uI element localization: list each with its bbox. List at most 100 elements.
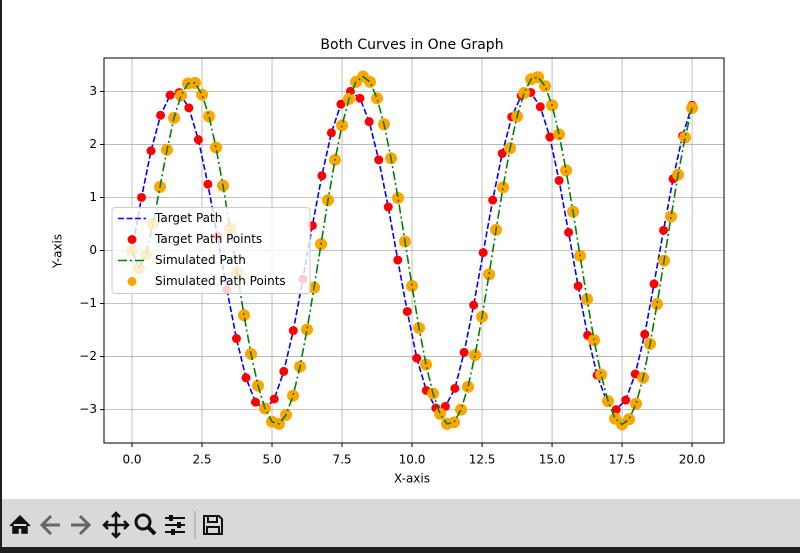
legend-swatch xyxy=(127,277,137,286)
series-line xyxy=(131,75,693,426)
data-point xyxy=(317,171,327,181)
x-tick-label: 12.5 xyxy=(469,453,496,467)
data-point xyxy=(326,128,336,138)
chart: Both Curves in One Graph X-axis Y-axis 0… xyxy=(51,37,725,486)
data-point xyxy=(402,306,412,316)
legend-label: Simulated Path xyxy=(155,253,246,267)
data-point xyxy=(623,413,636,426)
x-axis-label: X-axis xyxy=(394,472,430,486)
slider-knob xyxy=(171,529,175,535)
data-point xyxy=(553,128,566,141)
chart-title: Both Curves in One Graph xyxy=(320,37,503,53)
data-point xyxy=(184,103,194,113)
data-point xyxy=(573,281,583,291)
data-point xyxy=(478,248,488,258)
y-tick-label: 1 xyxy=(89,190,97,204)
legend-label: Target Path xyxy=(154,211,222,225)
data-point xyxy=(455,403,468,416)
data-point xyxy=(301,323,314,336)
x-tick-label: 2.5 xyxy=(192,453,211,467)
y-tick-label: −3 xyxy=(79,402,97,416)
data-point xyxy=(665,210,678,223)
zoom-handle xyxy=(146,525,157,536)
data-point xyxy=(560,164,573,177)
data-point xyxy=(196,88,209,101)
data-point xyxy=(611,405,621,415)
data-point xyxy=(469,348,482,361)
data-point xyxy=(448,416,461,429)
data-point xyxy=(364,117,374,127)
zoom-button[interactable] xyxy=(134,513,152,531)
x-tick-label: 15.0 xyxy=(539,453,566,467)
legend-box xyxy=(111,207,311,294)
legend-swatch xyxy=(127,235,137,244)
legend-label: Target Path Points xyxy=(154,232,262,246)
data-point xyxy=(545,132,555,142)
data-point xyxy=(393,255,403,265)
data-point xyxy=(595,368,608,381)
data-point xyxy=(193,135,203,145)
legend-label: Simulated Path Points xyxy=(155,274,286,288)
back-button[interactable] xyxy=(39,514,60,536)
y-tick-label: −1 xyxy=(79,296,97,310)
data-point xyxy=(374,155,384,165)
data-point xyxy=(640,329,650,339)
data-point xyxy=(269,394,279,404)
x-tick-label: 17.5 xyxy=(609,453,636,467)
y-tick-label: 2 xyxy=(89,137,97,151)
pan-button[interactable] xyxy=(102,511,130,539)
forward-button[interactable] xyxy=(71,514,92,536)
data-point xyxy=(406,280,419,293)
toolbar-icons xyxy=(9,511,223,539)
x-tick-label: 20.0 xyxy=(679,453,706,467)
home-button[interactable] xyxy=(9,514,31,534)
axes-frame xyxy=(103,57,725,444)
y-tick-label: 3 xyxy=(89,84,97,98)
slider-knob xyxy=(177,522,181,528)
y-tick-label: −2 xyxy=(79,349,97,363)
x-tick-label: 5.0 xyxy=(262,453,281,467)
data-point xyxy=(279,366,289,376)
data-point xyxy=(203,179,213,189)
data-point xyxy=(535,102,545,112)
data-point xyxy=(483,268,496,281)
save-button[interactable] xyxy=(203,515,223,535)
data-point xyxy=(203,110,216,123)
data-point xyxy=(659,225,669,235)
x-tick-label: 7.5 xyxy=(332,453,351,467)
data-point xyxy=(336,119,349,132)
data-point xyxy=(355,93,365,103)
data-point xyxy=(156,110,166,120)
data-point xyxy=(440,401,450,411)
data-point xyxy=(238,309,251,322)
data-point xyxy=(469,300,479,310)
x-tick-label: 0.0 xyxy=(122,453,141,467)
data-point xyxy=(288,326,298,336)
data-point xyxy=(412,353,422,363)
data-point xyxy=(175,89,188,102)
data-point xyxy=(241,373,251,383)
toolbar xyxy=(2,499,800,547)
data-point xyxy=(210,141,223,154)
data-point xyxy=(434,407,447,420)
data-point xyxy=(497,181,510,194)
data-point xyxy=(364,75,377,88)
y-axis-label: Y-axis xyxy=(51,234,65,269)
data-point xyxy=(459,347,469,357)
data-point xyxy=(146,146,156,156)
data-point xyxy=(630,397,643,410)
data-point xyxy=(679,131,692,144)
data-point xyxy=(497,148,507,158)
data-point xyxy=(554,176,564,185)
y-tick-label: 0 xyxy=(89,243,97,257)
data-point xyxy=(165,90,175,100)
data-point xyxy=(462,380,475,393)
data-point xyxy=(371,92,384,105)
slider-knob xyxy=(169,515,173,521)
data-point xyxy=(137,192,147,202)
data-point xyxy=(287,389,300,402)
data-point xyxy=(383,202,393,212)
data-point xyxy=(420,358,433,371)
data-point xyxy=(250,397,260,407)
